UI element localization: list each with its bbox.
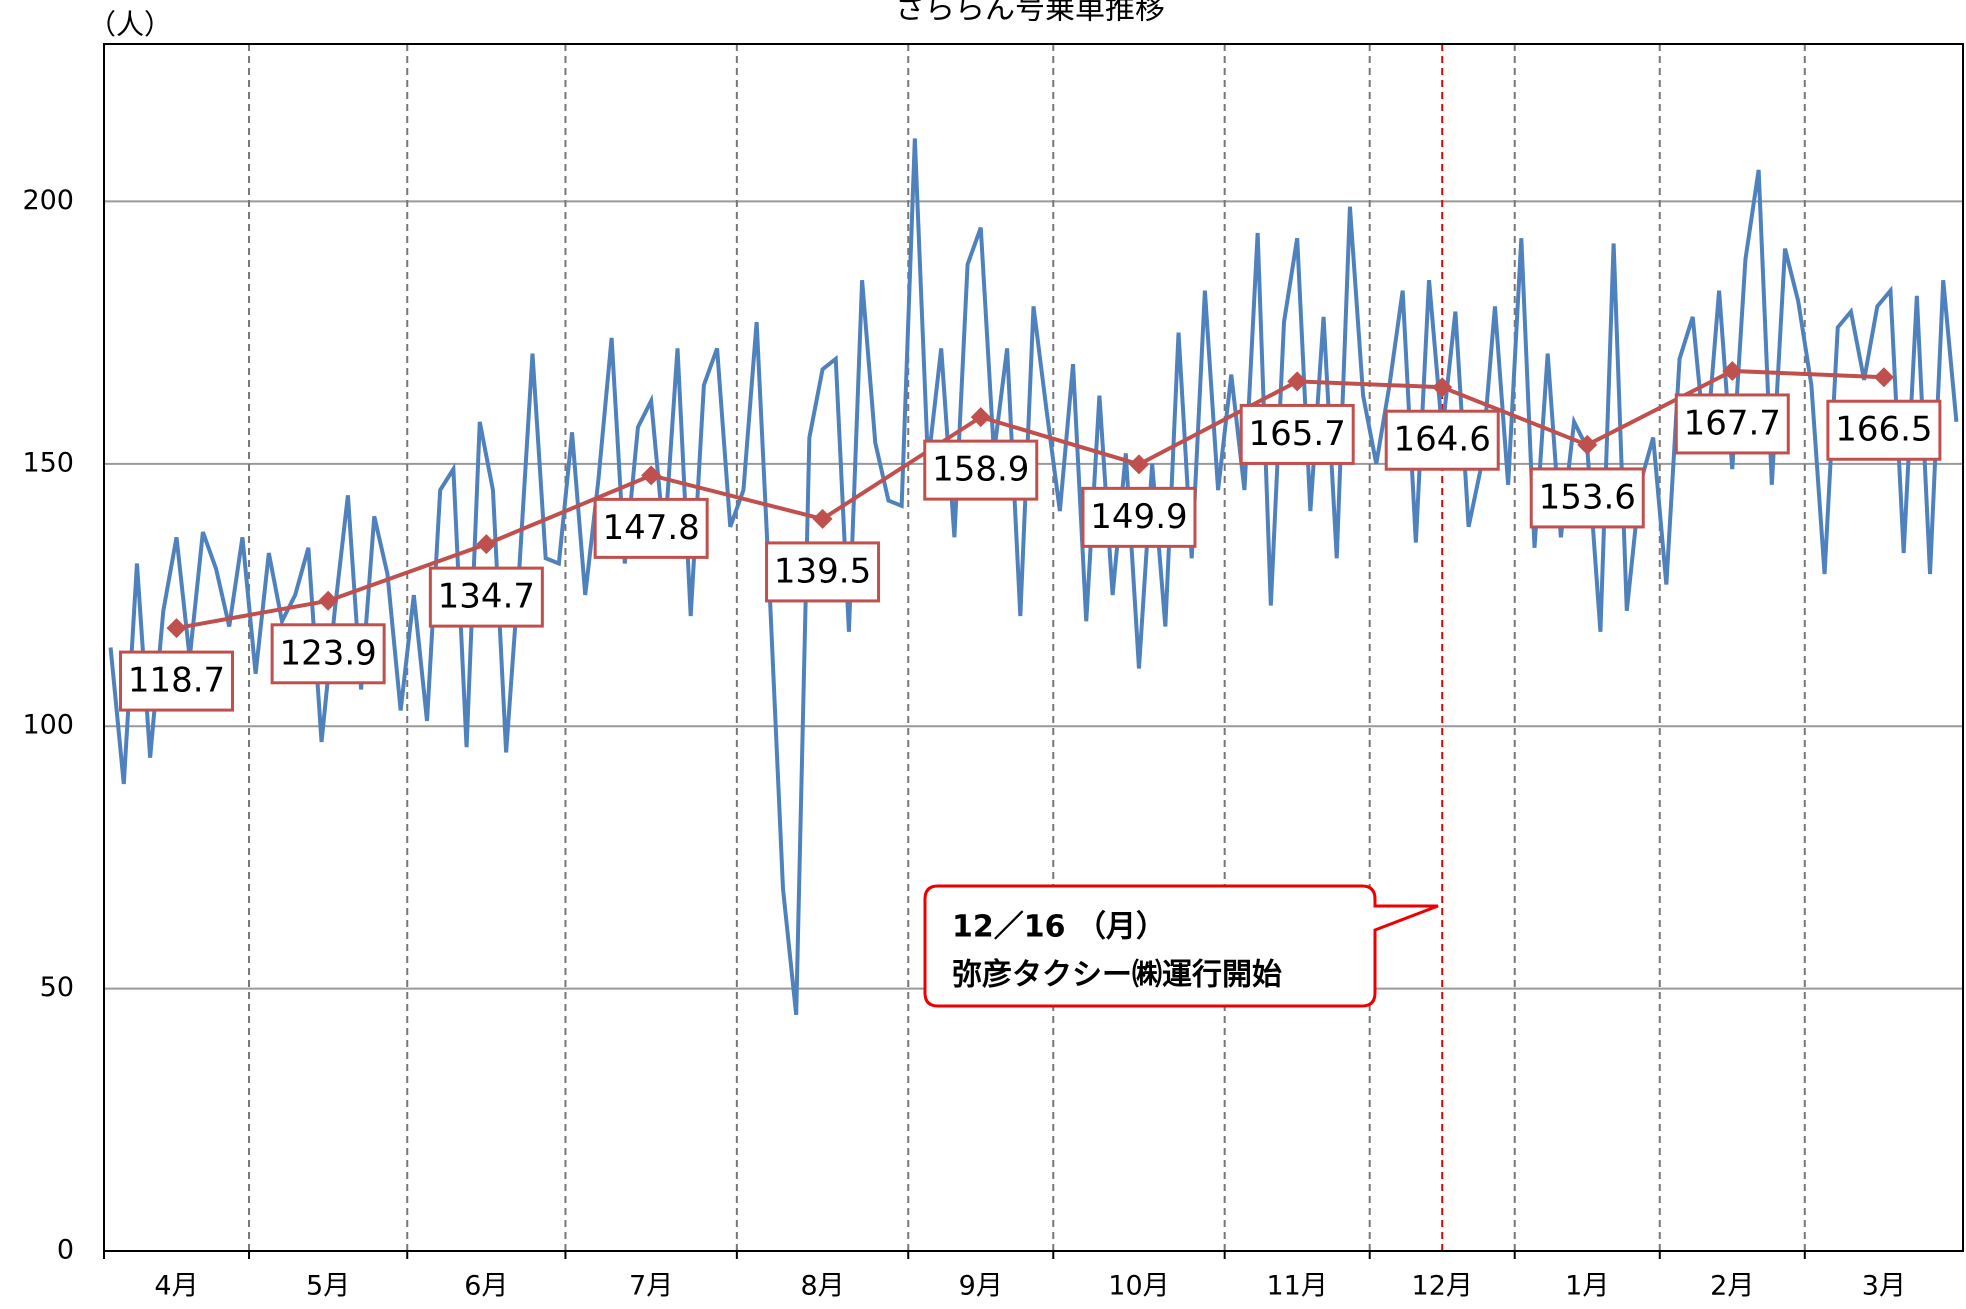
x-tick-label: 7月 — [629, 1271, 673, 1302]
y-tick-label: 100 — [22, 710, 74, 741]
annotation-date: 12／16 （月） — [952, 910, 1166, 945]
average-marker — [1873, 367, 1894, 388]
label-box — [1826, 399, 1942, 461]
data-label: 158.9 — [932, 450, 1029, 490]
average-marker — [1432, 377, 1453, 398]
annotation-text: 弥彦タクシー㈱運行開始 — [952, 958, 1282, 993]
x-tick-label: 8月 — [800, 1271, 844, 1302]
label-box — [119, 650, 235, 712]
x-tick-label: 1月 — [1565, 1271, 1609, 1302]
data-label: 123.9 — [279, 633, 376, 673]
average-marker — [812, 508, 833, 529]
daily-line — [108, 138, 1959, 1016]
average-marker — [1128, 454, 1149, 475]
average-marker — [318, 590, 339, 611]
label-box — [1384, 409, 1500, 471]
x-tick-label: 11月 — [1267, 1271, 1328, 1302]
data-label: 149.9 — [1090, 497, 1187, 537]
y-tick-label: 0 — [57, 1235, 74, 1266]
average-line — [176, 368, 1884, 631]
data-label: 153.6 — [1539, 477, 1636, 517]
y-tick-label: 150 — [22, 447, 74, 478]
y-tick-label: 200 — [22, 185, 74, 216]
x-tick-label: 2月 — [1710, 1271, 1754, 1302]
data-label: 166.5 — [1835, 410, 1932, 450]
average-marker — [1722, 360, 1743, 381]
label-box — [1239, 403, 1355, 465]
label-box — [923, 439, 1039, 501]
chart-title: さららん号乗車推移 — [895, 0, 1165, 27]
x-tick-label: 12月 — [1412, 1271, 1473, 1302]
average-marker — [476, 534, 497, 555]
x-tick-label: 4月 — [154, 1271, 198, 1302]
data-label: 147.8 — [602, 508, 699, 548]
label-box — [1674, 393, 1790, 455]
data-label: 164.6 — [1394, 420, 1491, 460]
label-box — [765, 541, 881, 603]
average-marker — [641, 465, 662, 486]
plot-frame — [103, 43, 1964, 1252]
data-label: 165.7 — [1249, 414, 1346, 454]
average-marker — [1287, 371, 1308, 392]
average-marker — [970, 407, 991, 428]
data-label: 134.7 — [438, 577, 535, 617]
x-tick-label: 10月 — [1108, 1271, 1169, 1302]
data-label: 139.5 — [774, 551, 871, 591]
y-tick-label: 50 — [40, 972, 74, 1003]
average-marker — [1577, 434, 1598, 455]
average-marker — [166, 618, 187, 639]
x-tick-label: 9月 — [959, 1271, 1003, 1302]
label-box — [1529, 467, 1645, 529]
x-tick-label: 3月 — [1862, 1271, 1906, 1302]
callout — [923, 884, 1439, 1008]
data-label: 167.7 — [1684, 403, 1781, 443]
data-label: 118.7 — [128, 661, 225, 701]
label-box — [593, 497, 709, 559]
label-box — [1081, 486, 1197, 548]
y-axis-label: （人） — [88, 8, 172, 41]
x-tick-label: 6月 — [464, 1271, 508, 1302]
label-box — [270, 623, 386, 685]
x-tick-label: 5月 — [306, 1271, 350, 1302]
label-box — [428, 566, 544, 628]
